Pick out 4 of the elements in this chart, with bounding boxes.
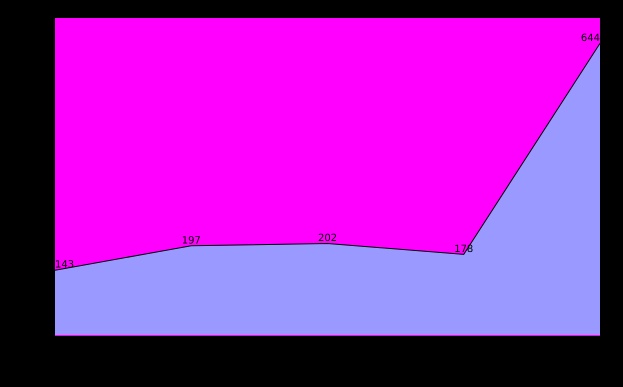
data-label: 197 bbox=[182, 235, 201, 246]
data-label: 202 bbox=[318, 233, 338, 244]
data-label: 644 bbox=[580, 32, 600, 44]
data-label: 143 bbox=[55, 260, 74, 271]
